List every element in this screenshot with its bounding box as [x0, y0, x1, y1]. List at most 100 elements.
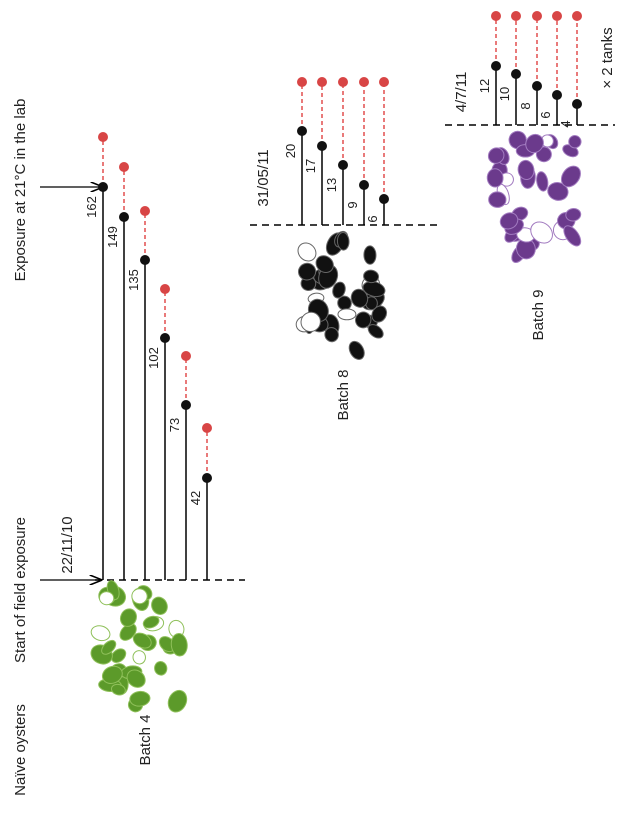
field-point [359, 180, 369, 190]
oyster [530, 221, 553, 244]
oyster [332, 281, 346, 299]
lab-point [202, 423, 212, 433]
oyster [363, 269, 380, 284]
oyster [560, 165, 581, 188]
days-label: 102 [146, 347, 161, 369]
date-label: 22/11/10 [59, 516, 76, 573]
lab-point [140, 206, 150, 216]
days-label: 20 [283, 144, 298, 158]
start-label: Start of field exposure [12, 517, 29, 663]
oyster [486, 168, 504, 188]
lab-point [511, 11, 521, 21]
oyster [348, 340, 365, 360]
batch-label: Batch 8 [335, 370, 352, 421]
field-point [181, 400, 191, 410]
oyster [350, 288, 369, 308]
field-point [491, 61, 501, 71]
oyster [132, 632, 152, 649]
days-label: 149 [105, 226, 120, 248]
field-point [379, 194, 389, 204]
oyster [110, 683, 126, 696]
oyster [488, 191, 507, 208]
oyster [151, 596, 168, 615]
days-label: 73 [167, 418, 182, 432]
lab-point [160, 284, 170, 294]
tanks-label: × 2 tanks [599, 27, 616, 88]
date-label: 4/7/11 [453, 72, 470, 113]
days-label: 8 [518, 102, 533, 109]
oyster [337, 308, 357, 321]
lab-point [317, 77, 327, 87]
days-label: 6 [538, 111, 553, 118]
oyster [90, 625, 111, 642]
oyster [324, 327, 339, 343]
days-label: 13 [324, 178, 339, 192]
field-point [297, 126, 307, 136]
oyster [363, 245, 377, 265]
oyster [129, 690, 151, 707]
field-point [511, 69, 521, 79]
lab-point [491, 11, 501, 21]
field-point [317, 141, 327, 151]
lab-point [119, 162, 129, 172]
oyster [142, 615, 160, 629]
lab-point [98, 132, 108, 142]
days-label: 162 [84, 196, 99, 218]
days-label: 10 [497, 87, 512, 101]
oyster [547, 182, 569, 201]
oyster [167, 689, 188, 713]
oyster [371, 305, 388, 323]
field-point [338, 160, 348, 170]
oyster [315, 255, 334, 273]
oyster [126, 669, 146, 688]
lab-point [552, 11, 562, 21]
days-label: 17 [303, 159, 318, 173]
oyster [119, 608, 137, 627]
oyster [487, 147, 505, 164]
field-point [119, 212, 129, 222]
field-point [140, 255, 150, 265]
oyster [99, 591, 115, 606]
oyster [119, 623, 137, 641]
oyster [367, 324, 384, 339]
oyster [300, 311, 321, 333]
days-label: 4 [558, 120, 573, 127]
date-label: 31/05/11 [255, 149, 272, 206]
oyster [110, 648, 127, 663]
oyster [362, 280, 386, 298]
oyster [536, 171, 549, 192]
field-point [532, 81, 542, 91]
oyster [101, 639, 117, 655]
naive-label: Naïve oysters [12, 704, 29, 796]
batch-label: Batch 9 [530, 290, 547, 341]
oyster [170, 633, 188, 657]
oyster [297, 242, 317, 262]
lab-point [572, 11, 582, 21]
days-label: 12 [477, 79, 492, 93]
days-label: 135 [126, 269, 141, 291]
oyster [131, 588, 148, 605]
days-label: 6 [365, 215, 380, 222]
field-point [98, 182, 108, 192]
field-point [202, 473, 212, 483]
lab-point [338, 77, 348, 87]
oyster [525, 133, 544, 154]
oyster [336, 232, 350, 251]
oyster [297, 262, 317, 281]
oyster [563, 225, 582, 247]
days-label: 9 [345, 201, 360, 208]
oyster [154, 661, 168, 676]
lab-point [181, 351, 191, 361]
lab-point [359, 77, 369, 87]
batch-label: Batch 4 [137, 715, 154, 766]
oyster [565, 207, 582, 222]
field-point [572, 99, 582, 109]
lab-point [379, 77, 389, 87]
oyster [517, 159, 535, 181]
lab-point [532, 11, 542, 21]
days-label: 42 [188, 491, 203, 505]
field-point [160, 333, 170, 343]
lab-point [297, 77, 307, 87]
lab-label: Exposure at 21°C in the lab [12, 99, 29, 282]
